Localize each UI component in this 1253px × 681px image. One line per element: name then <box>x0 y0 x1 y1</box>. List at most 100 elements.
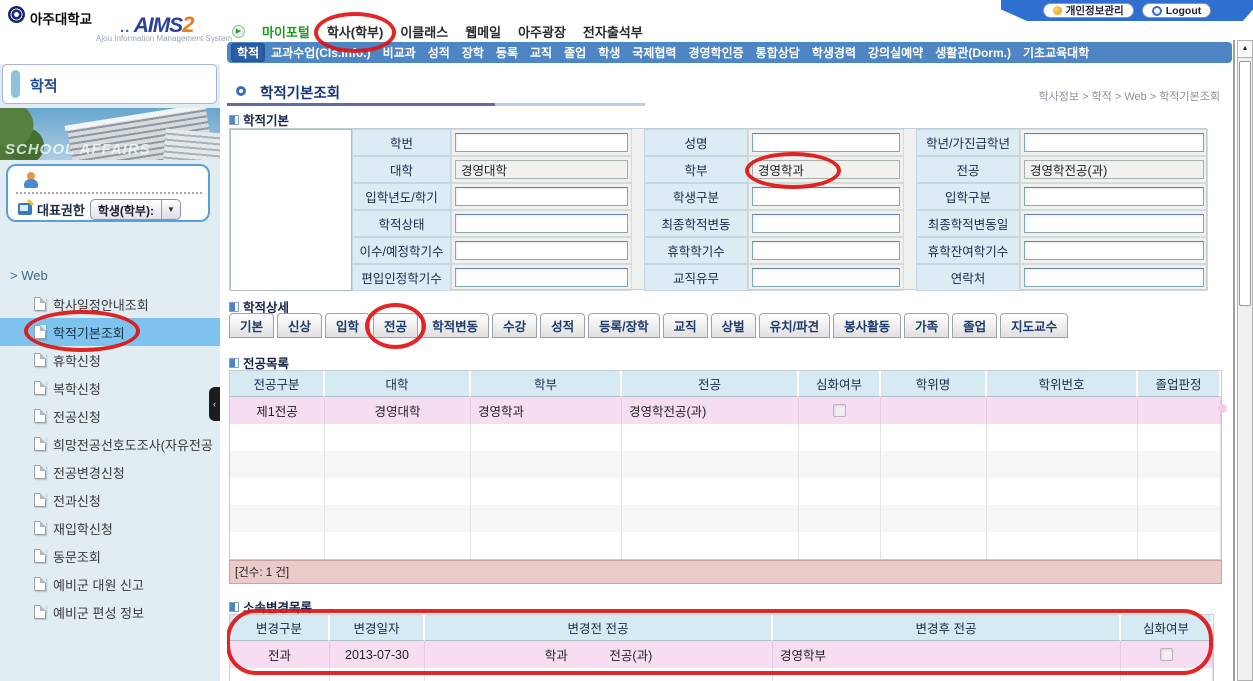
menubar-item-5[interactable]: 등록 <box>495 46 518 60</box>
sidebar-collapse-handle[interactable]: ‹ <box>209 387 220 421</box>
tab-2[interactable]: 입학 <box>325 313 371 338</box>
menubar-item-14[interactable]: 생활관(Dorm.) <box>935 46 1011 60</box>
topnav-item-5[interactable]: 전자출석부 <box>582 24 643 40</box>
field-input-1[interactable] <box>752 133 900 152</box>
field-input-12[interactable] <box>455 241 628 260</box>
topnav-item-1[interactable]: 학사(학부) <box>313 11 397 53</box>
tab-4[interactable]: 학적변동 <box>421 313 490 338</box>
empty-cell <box>230 478 325 505</box>
field-input-14[interactable] <box>1024 241 1204 260</box>
sidebar-item-2[interactable]: 휴학신청 <box>0 346 220 374</box>
section-header-basic: 학적기본 <box>229 110 289 129</box>
field-label-9: 학적상태 <box>352 210 451 237</box>
tab-3[interactable]: 전공 <box>365 303 427 349</box>
sidebar-item-3[interactable]: 복학신청 <box>0 374 220 402</box>
field-input-7[interactable] <box>752 187 900 206</box>
key-icon <box>1052 6 1062 15</box>
field-input-17[interactable] <box>1024 268 1204 287</box>
sidebar-item-0[interactable]: 학사일정안내조회 <box>0 290 220 318</box>
tab-5[interactable]: 수강 <box>492 313 538 338</box>
field-input-9[interactable] <box>455 214 628 233</box>
menubar-item-13[interactable]: 강의실예약 <box>868 46 924 60</box>
sidebar-item-8[interactable]: 재입학신청 <box>0 514 220 542</box>
field-input-10[interactable] <box>752 214 900 233</box>
topnav-item-3[interactable]: 웹메일 <box>465 24 502 40</box>
tab-11[interactable]: 봉사활동 <box>833 313 902 338</box>
sidebar-module-title-box: 학적 <box>2 64 217 104</box>
table-header-row: 변경구분 변경일자 변경전 전공 변경후 전공 심화여부 <box>230 615 1213 641</box>
field-input-16[interactable] <box>752 268 900 287</box>
field-label-11: 최종학적변동일 <box>916 210 1020 237</box>
empty-cell <box>425 668 773 681</box>
tab-10[interactable]: 유치/파견 <box>758 313 831 338</box>
vertical-scrollbar[interactable]: ▲ <box>1237 40 1253 681</box>
empty-cell <box>622 532 799 559</box>
tab-13[interactable]: 졸업 <box>952 313 998 338</box>
topnav-item-2[interactable]: 이클래스 <box>400 24 449 40</box>
logout-button[interactable]: Logout <box>1141 3 1212 18</box>
menubar-item-1[interactable]: 교과수업(Cls.Info.) <box>271 46 371 60</box>
menubar-item-0[interactable]: 학적 <box>231 43 266 62</box>
field-input-2[interactable] <box>1024 133 1204 152</box>
portal-nav: ▶ 마이포털 학사(학부) 이클래스 웹메일 아주광장 전자출석부 <box>232 11 643 53</box>
field-input-15[interactable] <box>455 268 628 287</box>
menubar-item-9[interactable]: 국제협력 <box>632 46 677 60</box>
menubar-item-2[interactable]: 비교과 <box>382 46 416 60</box>
title-rule-light <box>495 103 645 106</box>
tab-1[interactable]: 신상 <box>277 313 323 338</box>
tab-12[interactable]: 가족 <box>904 313 950 338</box>
tab-0[interactable]: 기본 <box>229 313 275 338</box>
session-ribbon: 개인정보관리 Logout <box>1001 0 1253 21</box>
column-header-3: 전공 <box>622 371 799 397</box>
sidebar-item-4[interactable]: 전공신청 <box>0 402 220 430</box>
detail-tabs: 기본 신상 입학 전공 학적변동 수강 성적 등록/장학 교직 상벌 유치/파견 봉사활동 가족 졸업 지도… <box>229 303 1069 349</box>
menubar-item-11[interactable]: 통합상담 <box>755 46 800 60</box>
checkbox[interactable] <box>1160 648 1173 661</box>
chevron-down-icon[interactable]: ▼ <box>161 199 180 219</box>
empty-row <box>230 478 1221 505</box>
scroll-up-arrow-icon[interactable]: ▲ <box>1238 41 1252 58</box>
menubar-item-10[interactable]: 경영학인증 <box>688 46 744 60</box>
sidebar-item-9[interactable]: 동문조회 <box>0 542 220 570</box>
menubar-item-6[interactable]: 교직 <box>530 46 553 60</box>
table-row-0[interactable]: 제1전공 경영대학 경영학과 경영학전공(과) <box>230 397 1221 424</box>
tab-8[interactable]: 교직 <box>662 313 708 338</box>
menubar-item-15[interactable]: 기초교육대학 <box>1023 46 1090 60</box>
tab-6[interactable]: 성적 <box>540 313 586 338</box>
topnav-item-4[interactable]: 아주광장 <box>518 24 566 40</box>
field-input-3[interactable]: 경영대학 <box>455 160 628 179</box>
sidebar-item-1[interactable]: 학적기본조회 <box>0 310 220 352</box>
role-dropdown[interactable]: 학생(학부): ▼ <box>89 198 181 220</box>
table-row-0[interactable]: 전과 2013-07-30 학과 전공(과) 경영학부 <box>230 641 1213 668</box>
personal-info-button[interactable]: 개인정보관리 <box>1042 3 1134 18</box>
field-input-11[interactable] <box>1024 214 1204 233</box>
tab-9[interactable]: 상벌 <box>710 313 756 338</box>
field-input-5[interactable]: 경영학전공(과) <box>1024 160 1204 179</box>
empty-row <box>230 505 1221 532</box>
tab-7[interactable]: 등록/장학 <box>588 313 660 338</box>
field-input-0[interactable] <box>455 133 628 152</box>
scrollbar-thumb[interactable] <box>1239 61 1251 306</box>
empty-cell <box>471 505 622 532</box>
sidebar-item-11[interactable]: 예비군 편성 정보 <box>0 598 220 626</box>
menubar-item-4[interactable]: 장학 <box>461 46 484 60</box>
field-input-13[interactable] <box>752 241 900 260</box>
menubar-item-12[interactable]: 학생경력 <box>811 46 856 60</box>
sidebar-item-5[interactable]: 희망전공선호도조사(자유전공 <box>0 430 220 458</box>
sidebar-item-7[interactable]: 전과신청 <box>0 486 220 514</box>
field-label-2: 학년/가진급학년 <box>916 129 1020 156</box>
column-header-4: 심화여부 <box>1121 615 1213 641</box>
field-input-6[interactable] <box>455 187 628 206</box>
field-label-14: 휴학잔여학기수 <box>916 237 1020 264</box>
menubar-item-8[interactable]: 학생 <box>598 46 621 60</box>
field-input-4[interactable]: 경영학과 <box>745 152 900 189</box>
sidebar-item-6[interactable]: 전공변경신청 <box>0 458 220 486</box>
field-input-8[interactable] <box>1024 187 1204 206</box>
menubar-item-7[interactable]: 졸업 <box>564 46 587 60</box>
sidebar-item-10[interactable]: 예비군 대원 신고 <box>0 570 220 598</box>
field-cell-7 <box>748 183 904 210</box>
checkbox[interactable] <box>833 404 846 417</box>
topnav-item-0[interactable]: 마이포털 <box>262 24 310 40</box>
menubar-item-3[interactable]: 성적 <box>427 46 450 60</box>
tab-14[interactable]: 지도교수 <box>1000 313 1069 338</box>
